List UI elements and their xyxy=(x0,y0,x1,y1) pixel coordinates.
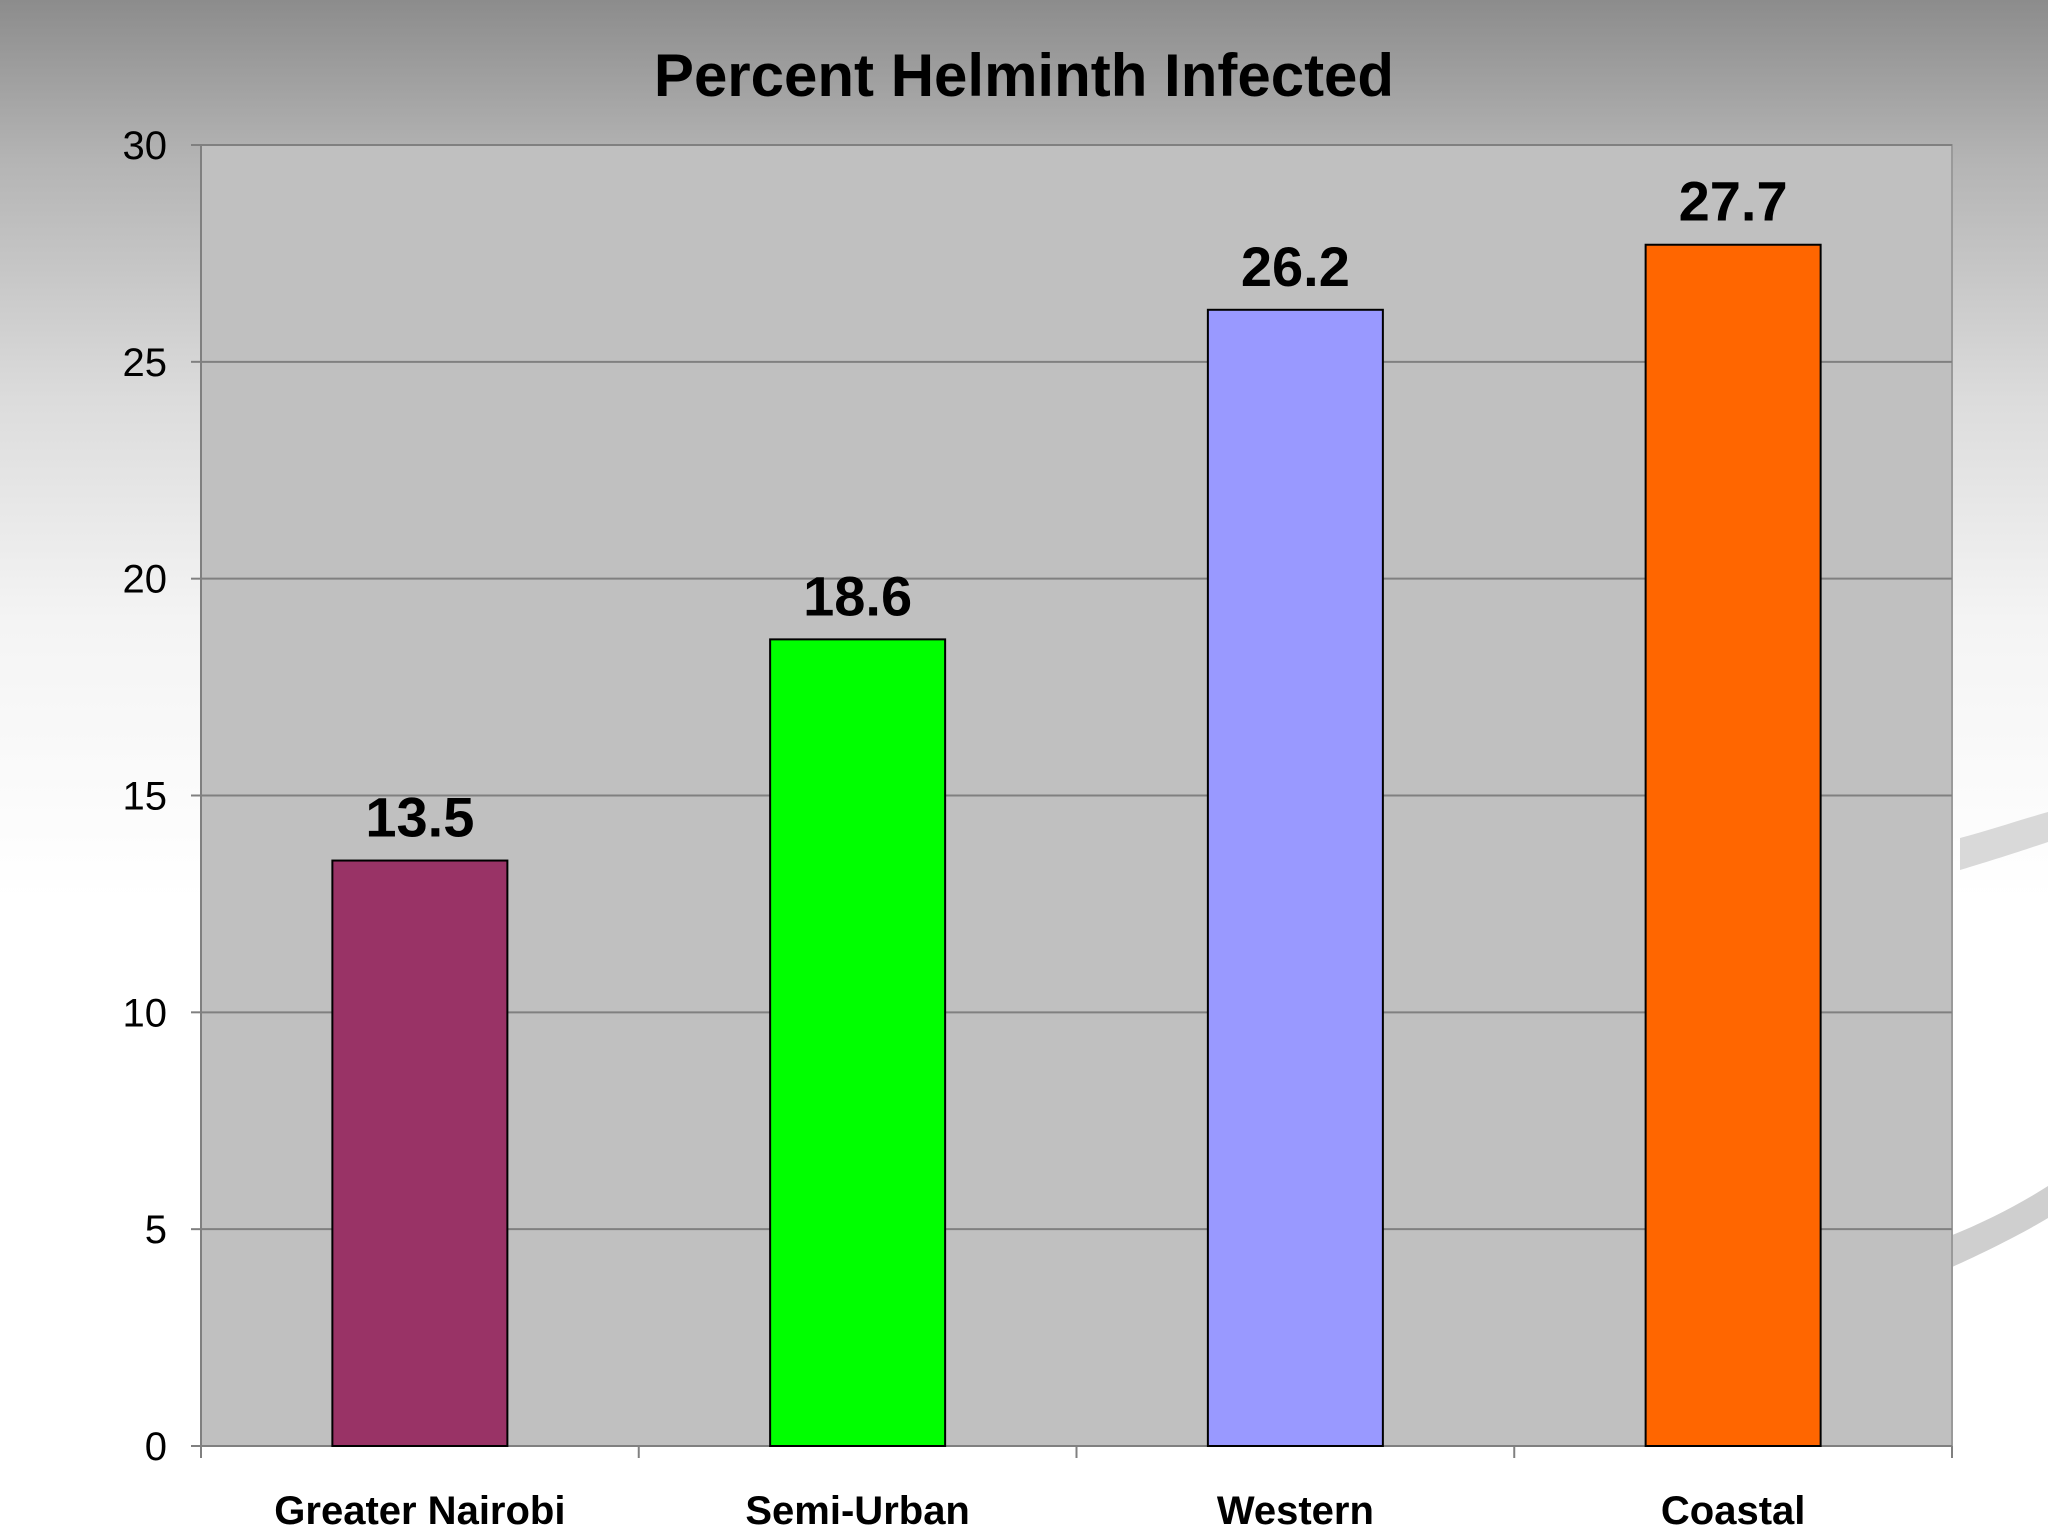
decorative-swoosh-lower xyxy=(1950,1186,2048,1268)
data-label: 18.6 xyxy=(803,564,912,627)
data-label: 13.5 xyxy=(365,786,474,849)
y-tick-label: 20 xyxy=(123,558,168,602)
category-label: Western xyxy=(1217,1489,1374,1533)
y-tick-label: 0 xyxy=(145,1425,167,1469)
category-label: Greater Nairobi xyxy=(274,1489,565,1533)
chart-title: Percent Helminth Infected xyxy=(653,42,1395,109)
y-tick-label: 5 xyxy=(145,1208,167,1252)
y-tick-label: 30 xyxy=(123,124,168,168)
category-label: Coastal xyxy=(1661,1489,1806,1533)
y-tick-label: 25 xyxy=(123,341,168,385)
y-tick-label: 10 xyxy=(123,991,168,1035)
bar xyxy=(769,638,947,1447)
data-label: 26.2 xyxy=(1241,235,1350,298)
bar xyxy=(1644,243,1822,1448)
decorative-swoosh-upper xyxy=(1960,812,2048,870)
bar xyxy=(331,859,509,1447)
bar xyxy=(1206,308,1384,1447)
category-label: Semi-Urban xyxy=(745,1489,970,1533)
y-tick-label: 15 xyxy=(123,775,168,819)
data-label: 27.7 xyxy=(1679,170,1788,233)
